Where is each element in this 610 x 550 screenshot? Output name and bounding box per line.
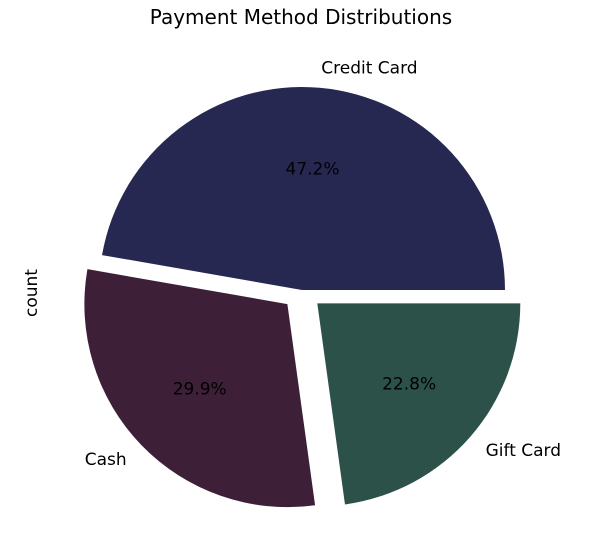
pie-slice-gift-card <box>317 303 521 505</box>
slice-label: Cash <box>85 450 127 470</box>
slice-percent-label: 22.8% <box>382 374 436 394</box>
chart-title: Payment Method Distributions <box>150 5 452 29</box>
pie-slice-cash <box>84 269 316 508</box>
y-axis-label: count <box>22 269 42 317</box>
pie-slices <box>84 86 521 508</box>
pie-slice-credit-card <box>102 86 506 290</box>
slice-label: Gift Card <box>486 441 561 461</box>
slice-percent-label: 29.9% <box>173 380 227 400</box>
pie-labels: Credit Card 47.2% Cash 29.9% Gift Card 22.8% <box>85 59 561 471</box>
slice-label: Credit Card <box>321 59 417 79</box>
slice-percent-label: 47.2% <box>286 160 340 180</box>
